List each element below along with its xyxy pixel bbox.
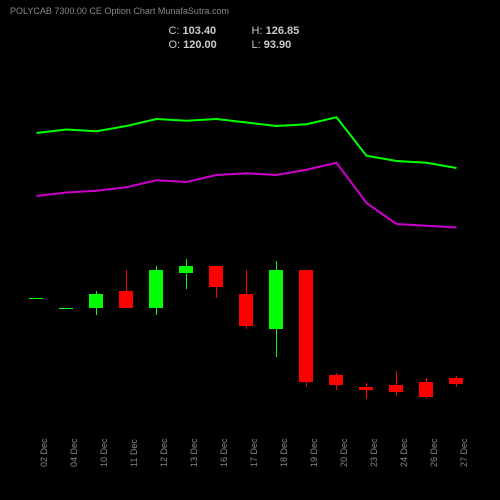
ohlc-close: C: 103.40 <box>168 24 248 38</box>
x-axis-label: 27 Dec <box>459 438 469 467</box>
candle-body <box>449 378 463 384</box>
x-axis-label: 02 Dec <box>39 438 49 467</box>
ohlc-low: L: 93.90 <box>252 38 332 52</box>
x-axis-label: 04 Dec <box>69 438 79 467</box>
indicator-lines <box>20 70 480 420</box>
candle-body <box>29 298 43 299</box>
ohlc-high: H: 126.85 <box>252 24 332 38</box>
lower-band-line <box>37 163 457 228</box>
candle-body <box>239 294 253 326</box>
x-axis-label: 11 Dec <box>129 439 139 467</box>
x-axis-label: 20 Dec <box>339 438 349 467</box>
candle-body <box>89 294 103 308</box>
candle-body <box>299 270 313 382</box>
x-axis-label: 10 Dec <box>99 438 109 467</box>
candle-body <box>269 270 283 330</box>
price-chart <box>20 70 480 420</box>
x-axis-labels: 02 Dec 04 Dec 10 Dec 11 Dec 12 Dec 13 Dec 16 D… <box>20 425 480 485</box>
candle-body <box>119 291 133 309</box>
x-axis-label: 17 Dec <box>249 438 259 467</box>
candle-body <box>149 270 163 309</box>
upper-band-line <box>37 117 457 168</box>
x-axis-label: 12 Dec <box>159 438 169 467</box>
candle-body <box>359 387 373 391</box>
x-axis-label: 13 Dec <box>189 438 199 467</box>
ohlc-block: C: 103.40 H: 126.85 O: 120.00 L: 93.90 <box>0 24 500 53</box>
candle-wick <box>366 383 367 399</box>
x-axis-label: 23 Dec <box>369 438 379 467</box>
candle-body <box>209 266 223 287</box>
candle-body <box>389 385 403 392</box>
x-axis-label: 19 Dec <box>309 438 319 467</box>
candle-body <box>329 375 343 386</box>
chart-title: POLYCAB 7300.00 CE Option Chart MunafaSu… <box>10 6 229 16</box>
candle-body <box>179 266 193 273</box>
x-axis-label: 18 Dec <box>279 438 289 467</box>
x-axis-label: 24 Dec <box>399 438 409 467</box>
ohlc-open: O: 120.00 <box>168 38 248 52</box>
x-axis-label: 26 Dec <box>429 438 439 467</box>
candle-wick <box>186 259 187 289</box>
x-axis-label: 16 Dec <box>219 438 229 467</box>
candle-body <box>59 308 73 309</box>
candle-body <box>419 382 433 398</box>
